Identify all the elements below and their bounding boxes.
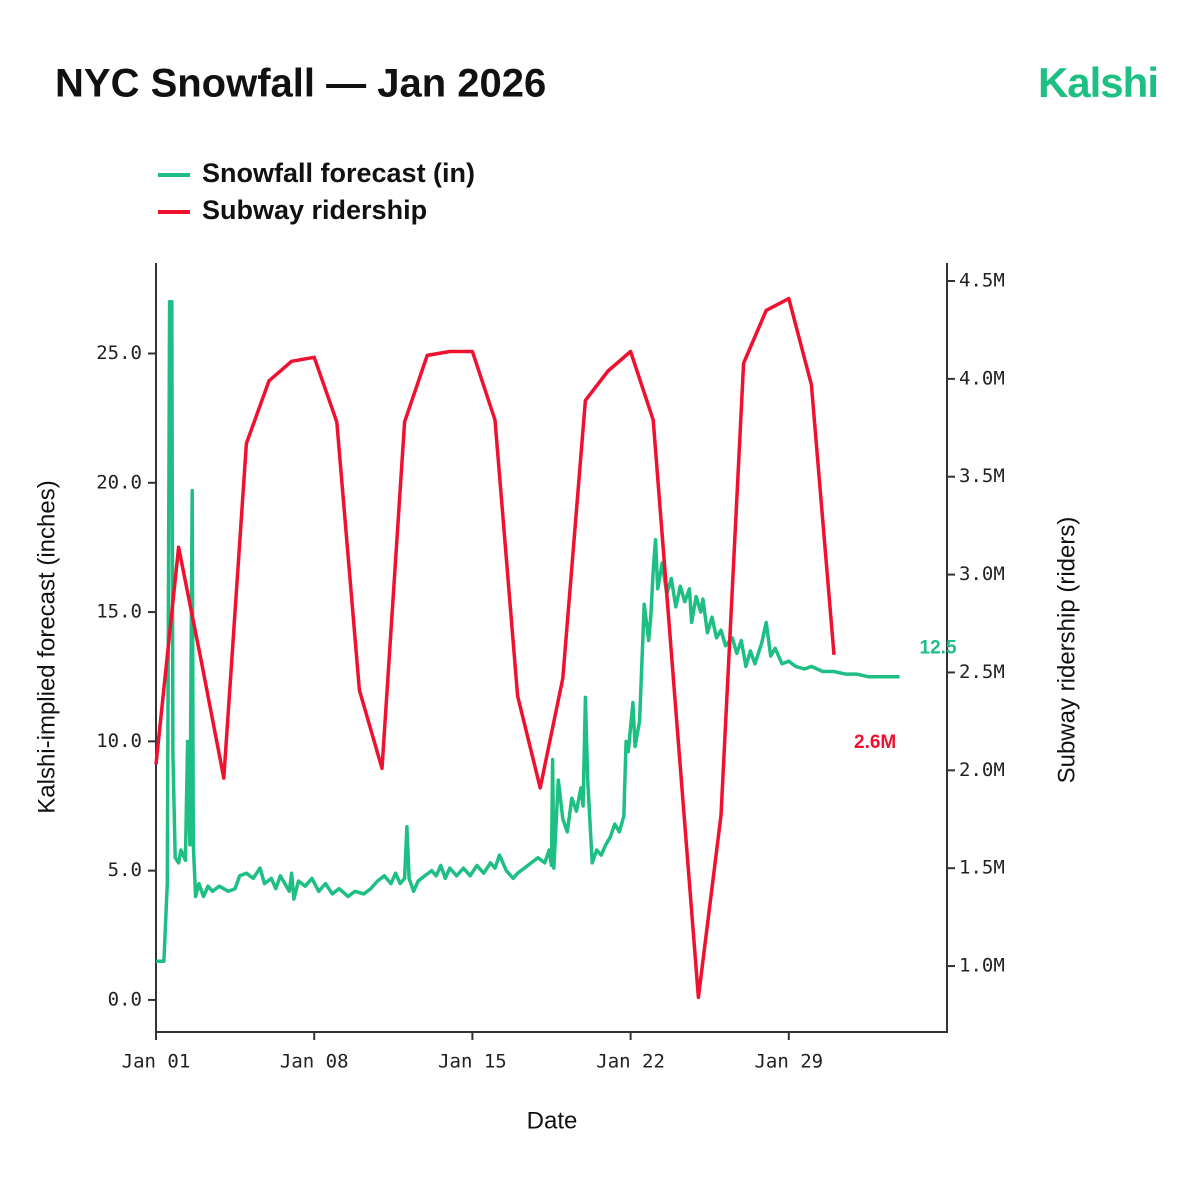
chart-title: NYC Snowfall — Jan 2026 xyxy=(55,62,546,106)
y2-tick-label: 1.5M xyxy=(959,857,1005,879)
y2-tick-label: 1.0M xyxy=(959,955,1005,977)
y2-axis-label: Subway ridership (riders) xyxy=(1053,517,1080,784)
brand-logo: Kalshi xyxy=(1038,59,1158,106)
axes xyxy=(155,263,948,1033)
legend-label: Subway ridership xyxy=(202,195,427,225)
series-line xyxy=(154,296,836,1000)
end-label: 12.5 xyxy=(920,638,957,659)
y2-tick-label: 4.5M xyxy=(959,270,1005,292)
y2-tick-label: 3.0M xyxy=(959,563,1005,585)
y2-tick-label: 2.5M xyxy=(959,661,1005,683)
x-tick-label: Jan 22 xyxy=(596,1051,665,1073)
y2-tick-label: 3.5M xyxy=(959,465,1005,487)
legend-label: Snowfall forecast (in) xyxy=(202,158,475,188)
x-tick-label: Jan 29 xyxy=(754,1051,823,1073)
y2-tick-label: 2.0M xyxy=(959,759,1005,781)
y2-tick-label: 4.0M xyxy=(959,367,1005,389)
y-tick-label: 20.0 xyxy=(96,471,142,493)
y-tick-label: 15.0 xyxy=(96,601,142,623)
y-tick-label: 25.0 xyxy=(96,342,142,364)
y-axis-label: Kalshi-implied forecast (inches) xyxy=(33,480,60,813)
x-tick-label: Jan 01 xyxy=(122,1051,191,1073)
y-tick-label: 0.0 xyxy=(108,988,142,1010)
y-tick-label: 5.0 xyxy=(108,859,142,881)
end-label: 2.6M xyxy=(854,732,896,753)
x-tick-label: Jan 15 xyxy=(438,1051,507,1073)
x-axis-label: Date xyxy=(527,1107,578,1134)
y-tick-label: 10.0 xyxy=(96,730,142,752)
series-line xyxy=(156,300,900,963)
x-tick-label: Jan 08 xyxy=(280,1051,349,1073)
